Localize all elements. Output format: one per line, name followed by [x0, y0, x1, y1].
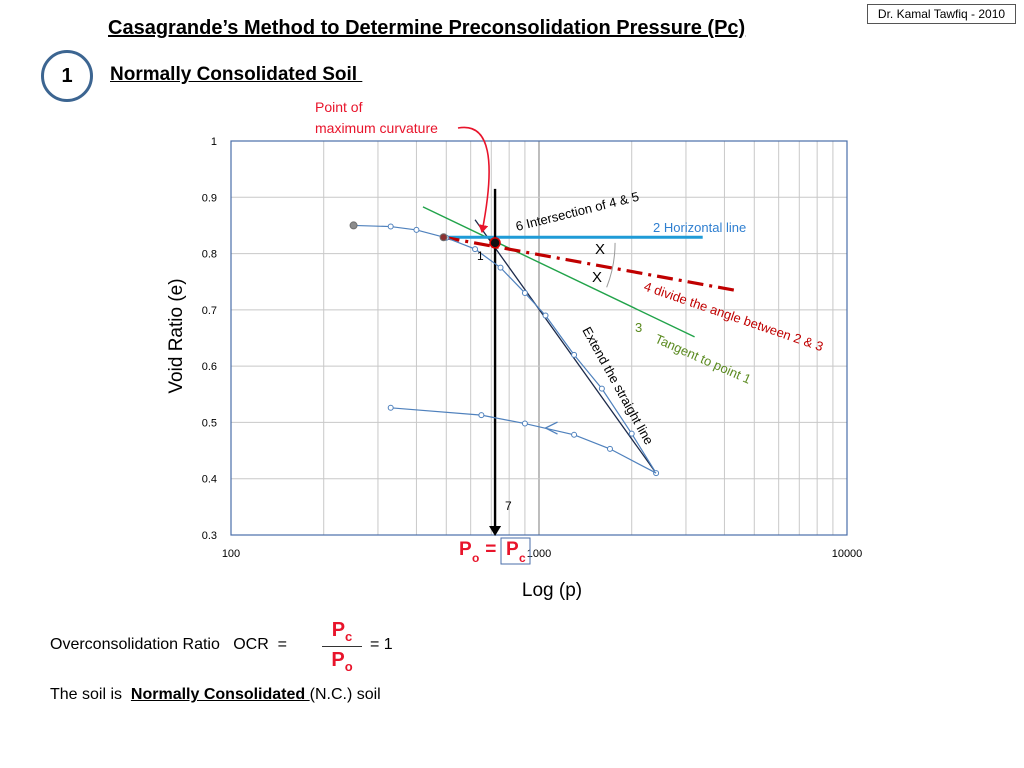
data-point [542, 312, 549, 319]
axis-ticks: 0.3 0.4 0.5 0.6 0.7 0.8 0.9 1 100 1000 10000 [202, 136, 863, 560]
ocr-den-sub: o [344, 659, 353, 674]
ocr-result: = 1 [370, 636, 393, 653]
unloading-direction-arrow [544, 421, 558, 435]
max-curvature-point [439, 233, 448, 242]
ocr-label: Overconsolidation Ratio OCR = [50, 636, 287, 653]
pc-subscript: c [519, 551, 526, 565]
point-1-label: 1 [477, 249, 484, 263]
soil-type: Normally Consolidated [130, 686, 310, 703]
straight-extension-line [474, 219, 657, 474]
data-point [413, 226, 420, 233]
data-point [571, 431, 578, 438]
y-tick-label: 0.4 [202, 474, 217, 486]
tangent-label: Tangent to point 1 [653, 331, 754, 387]
y-tick-label: 0.3 [202, 530, 217, 542]
soil-suffix: (N.C.) soil [309, 686, 381, 703]
step-number-badge: 1 [41, 50, 93, 102]
x-tick-label: 1000 [527, 548, 551, 560]
tangent-line [422, 206, 695, 338]
angle-x-upper: X [595, 241, 605, 258]
y-tick-label: 0.8 [202, 249, 217, 261]
data-point [478, 412, 485, 419]
data-series [349, 221, 660, 477]
ocr-den-p: P [331, 649, 345, 671]
loading-curve [353, 224, 657, 474]
angle-arc [606, 242, 616, 288]
data-point [497, 264, 504, 271]
y-tick-label: 1 [211, 136, 217, 148]
bisector-line [443, 235, 738, 293]
po-letter: P [459, 539, 472, 560]
soil-prefix: The soil is [50, 686, 131, 703]
pc-letter: P [506, 539, 519, 560]
data-point [387, 404, 394, 411]
data-point [571, 351, 578, 358]
ocr-num-p: P [331, 619, 346, 641]
intersection-point [489, 237, 501, 249]
y-tick-label: 0.5 [202, 417, 217, 429]
ocr-num-sub: c [345, 629, 353, 644]
start-point [349, 221, 358, 230]
data-point [472, 246, 479, 253]
data-point [387, 223, 394, 230]
po-pc-equals: = [480, 539, 502, 560]
data-point [598, 385, 605, 392]
horizontal-line-label: 2 Horizontal line [653, 220, 746, 235]
x-tick-label: 10000 [832, 548, 863, 560]
ocr-fraction: Pc Po [322, 619, 362, 674]
pc-highlight-box [500, 537, 531, 565]
data-point [521, 420, 528, 427]
data-point [628, 430, 635, 437]
extend-line-label: Extend the straight line [579, 324, 656, 447]
plot-frame [230, 140, 848, 536]
ocr-denominator: Po [322, 649, 362, 674]
ocr-numerator: Pc [322, 619, 362, 644]
fraction-bar [322, 646, 362, 647]
max-curvature-arrow [457, 126, 490, 233]
page-subtitle: Normally Consolidated Soil [110, 64, 363, 85]
consolidation-chart: 0.3 0.4 0.5 0.6 0.7 0.8 0.9 1 100 1000 10000 Log (… [166, 99, 863, 601]
soil-classification: The soil is Normally Consolidated (N.C.)… [50, 686, 381, 704]
tangent-number-label: 3 [635, 320, 642, 335]
y-tick-label: 0.7 [202, 305, 217, 317]
unloading-curve [390, 407, 657, 474]
y-tick-label: 0.6 [202, 361, 217, 373]
po-equals-pc-label: P o = P c [459, 539, 526, 565]
page-title: Casagrande’s Method to Determine Precons… [108, 17, 746, 39]
y-tick-label: 0.9 [202, 192, 217, 204]
data-point [521, 289, 528, 296]
max-curvature-label-line1: Point of [315, 99, 363, 115]
y-axis-title: Void Ratio (e) [166, 278, 187, 393]
author-credit: Dr. Kamal Tawfiq - 2010 [867, 4, 1016, 24]
max-curvature-label-line2: maximum curvature [315, 120, 438, 136]
step-7-label: 7 [505, 499, 512, 513]
chart-grid [231, 141, 847, 535]
data-point [606, 445, 613, 452]
po-subscript: o [472, 551, 479, 565]
x-axis-title: Log (p) [522, 580, 582, 601]
x-tick-label: 100 [222, 548, 240, 560]
intersection-label: 6 Intersection of 4 & 5 [514, 189, 640, 234]
angle-x-lower: X [592, 269, 602, 286]
